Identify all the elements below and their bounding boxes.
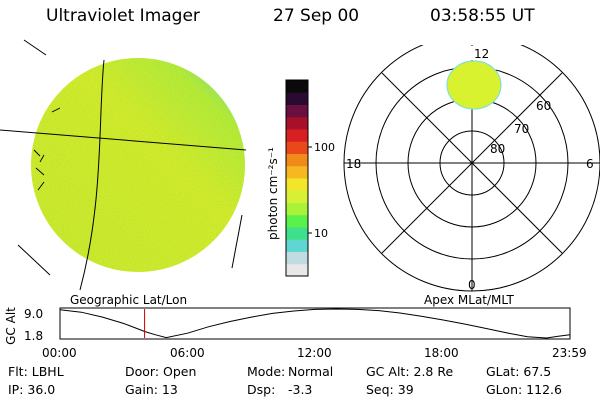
- status-glon: GLon: 112.6: [486, 382, 562, 397]
- timeline-xtick: 18:00: [424, 346, 459, 360]
- status-gain: Gain: 13: [125, 382, 178, 397]
- header-time: 03:58:55 UT: [430, 6, 535, 26]
- colorbar-band: [286, 227, 308, 240]
- coast-line: [231, 214, 243, 269]
- geographic-label: Geographic Lat/Lon: [70, 293, 188, 307]
- mlt-label-12: 12: [474, 47, 489, 61]
- auroral-spot: [446, 60, 502, 110]
- timeline-xtick: 12:00: [297, 346, 332, 360]
- status-dsp-label: Dsp:: [247, 382, 276, 397]
- colorbar-band: [286, 165, 308, 179]
- colorbar-band: [286, 239, 308, 252]
- label-bg: [467, 46, 487, 60]
- longitude-line: [79, 59, 105, 291]
- colorbar-band: [286, 153, 308, 167]
- timeline-ytick-top: 9.0: [24, 307, 44, 321]
- colorbar-band: [286, 129, 308, 142]
- colorbar-frame: [285, 79, 309, 277]
- auroral-image-disk: [31, 58, 245, 272]
- colorbar-band: [286, 251, 308, 265]
- colorbar-band: [286, 80, 308, 93]
- colorbar-strip: [286, 80, 308, 277]
- lat-label-80: 80: [490, 142, 505, 156]
- latitude-line: [0, 129, 247, 151]
- geographic-image: [0, 39, 247, 291]
- colorbar-unit-label: photon cm⁻²s⁻¹: [266, 147, 280, 240]
- timeline-altitude-curve: [59, 308, 570, 339]
- app-title: Ultraviolet Imager: [46, 6, 200, 26]
- timeline-chart: [59, 307, 571, 340]
- timeline-xtick: 23:59: [552, 346, 587, 360]
- colorbar-band: [286, 214, 308, 228]
- colorbar-band: [286, 116, 308, 130]
- timeline-frame: [59, 307, 571, 340]
- apex-label: Apex MLat/MLT: [424, 293, 514, 307]
- mlt-label-18: 18: [346, 157, 361, 171]
- status-ip: IP: 36.0: [8, 382, 56, 397]
- status-door: Door: Open: [125, 364, 197, 379]
- status-seq: Seq: 39: [366, 382, 414, 397]
- colorbar-tick-label: 100: [314, 141, 335, 154]
- colorbar-band: [286, 202, 308, 216]
- status-mode-label: Mode:: [247, 364, 286, 379]
- header-date: 27 Sep 00: [273, 6, 360, 26]
- lat-label-70: 70: [514, 122, 529, 136]
- status-mode-value: Normal: [288, 364, 334, 379]
- polar-plot: 12 18 6 0 60 70 80: [343, 45, 600, 292]
- mlt-label-0: 0: [468, 278, 476, 292]
- timeline-xtick: 06:00: [170, 346, 205, 360]
- status-filter: Flt: LBHL: [8, 364, 64, 379]
- colorbar-band: [286, 104, 308, 118]
- status-glat: GLat: 67.5: [486, 364, 552, 379]
- status-dsp-value: -3.3: [288, 382, 313, 397]
- timeline-xtick: 00:00: [42, 346, 77, 360]
- coast-line: [33, 107, 61, 191]
- lat-label-60: 60: [536, 99, 551, 113]
- timeline-ytick-bottom: 1.8: [24, 329, 44, 343]
- colorbar-tick-label: 10: [314, 227, 328, 240]
- status-gc-alt: GC Alt: 2.8 Re: [366, 364, 454, 379]
- colorbar-band: [286, 141, 308, 154]
- polar-diagonal: [381, 72, 563, 254]
- colorbar-band: [286, 263, 308, 277]
- coast-line: [17, 244, 51, 276]
- mlt-label-6: 6: [586, 157, 594, 171]
- colorbar-band: [286, 178, 308, 191]
- colorbar-band: [286, 92, 308, 105]
- coast-line: [23, 39, 47, 56]
- colorbar: 100 10 photon cm⁻²s⁻¹: [266, 79, 335, 277]
- colorbar-band: [286, 190, 308, 203]
